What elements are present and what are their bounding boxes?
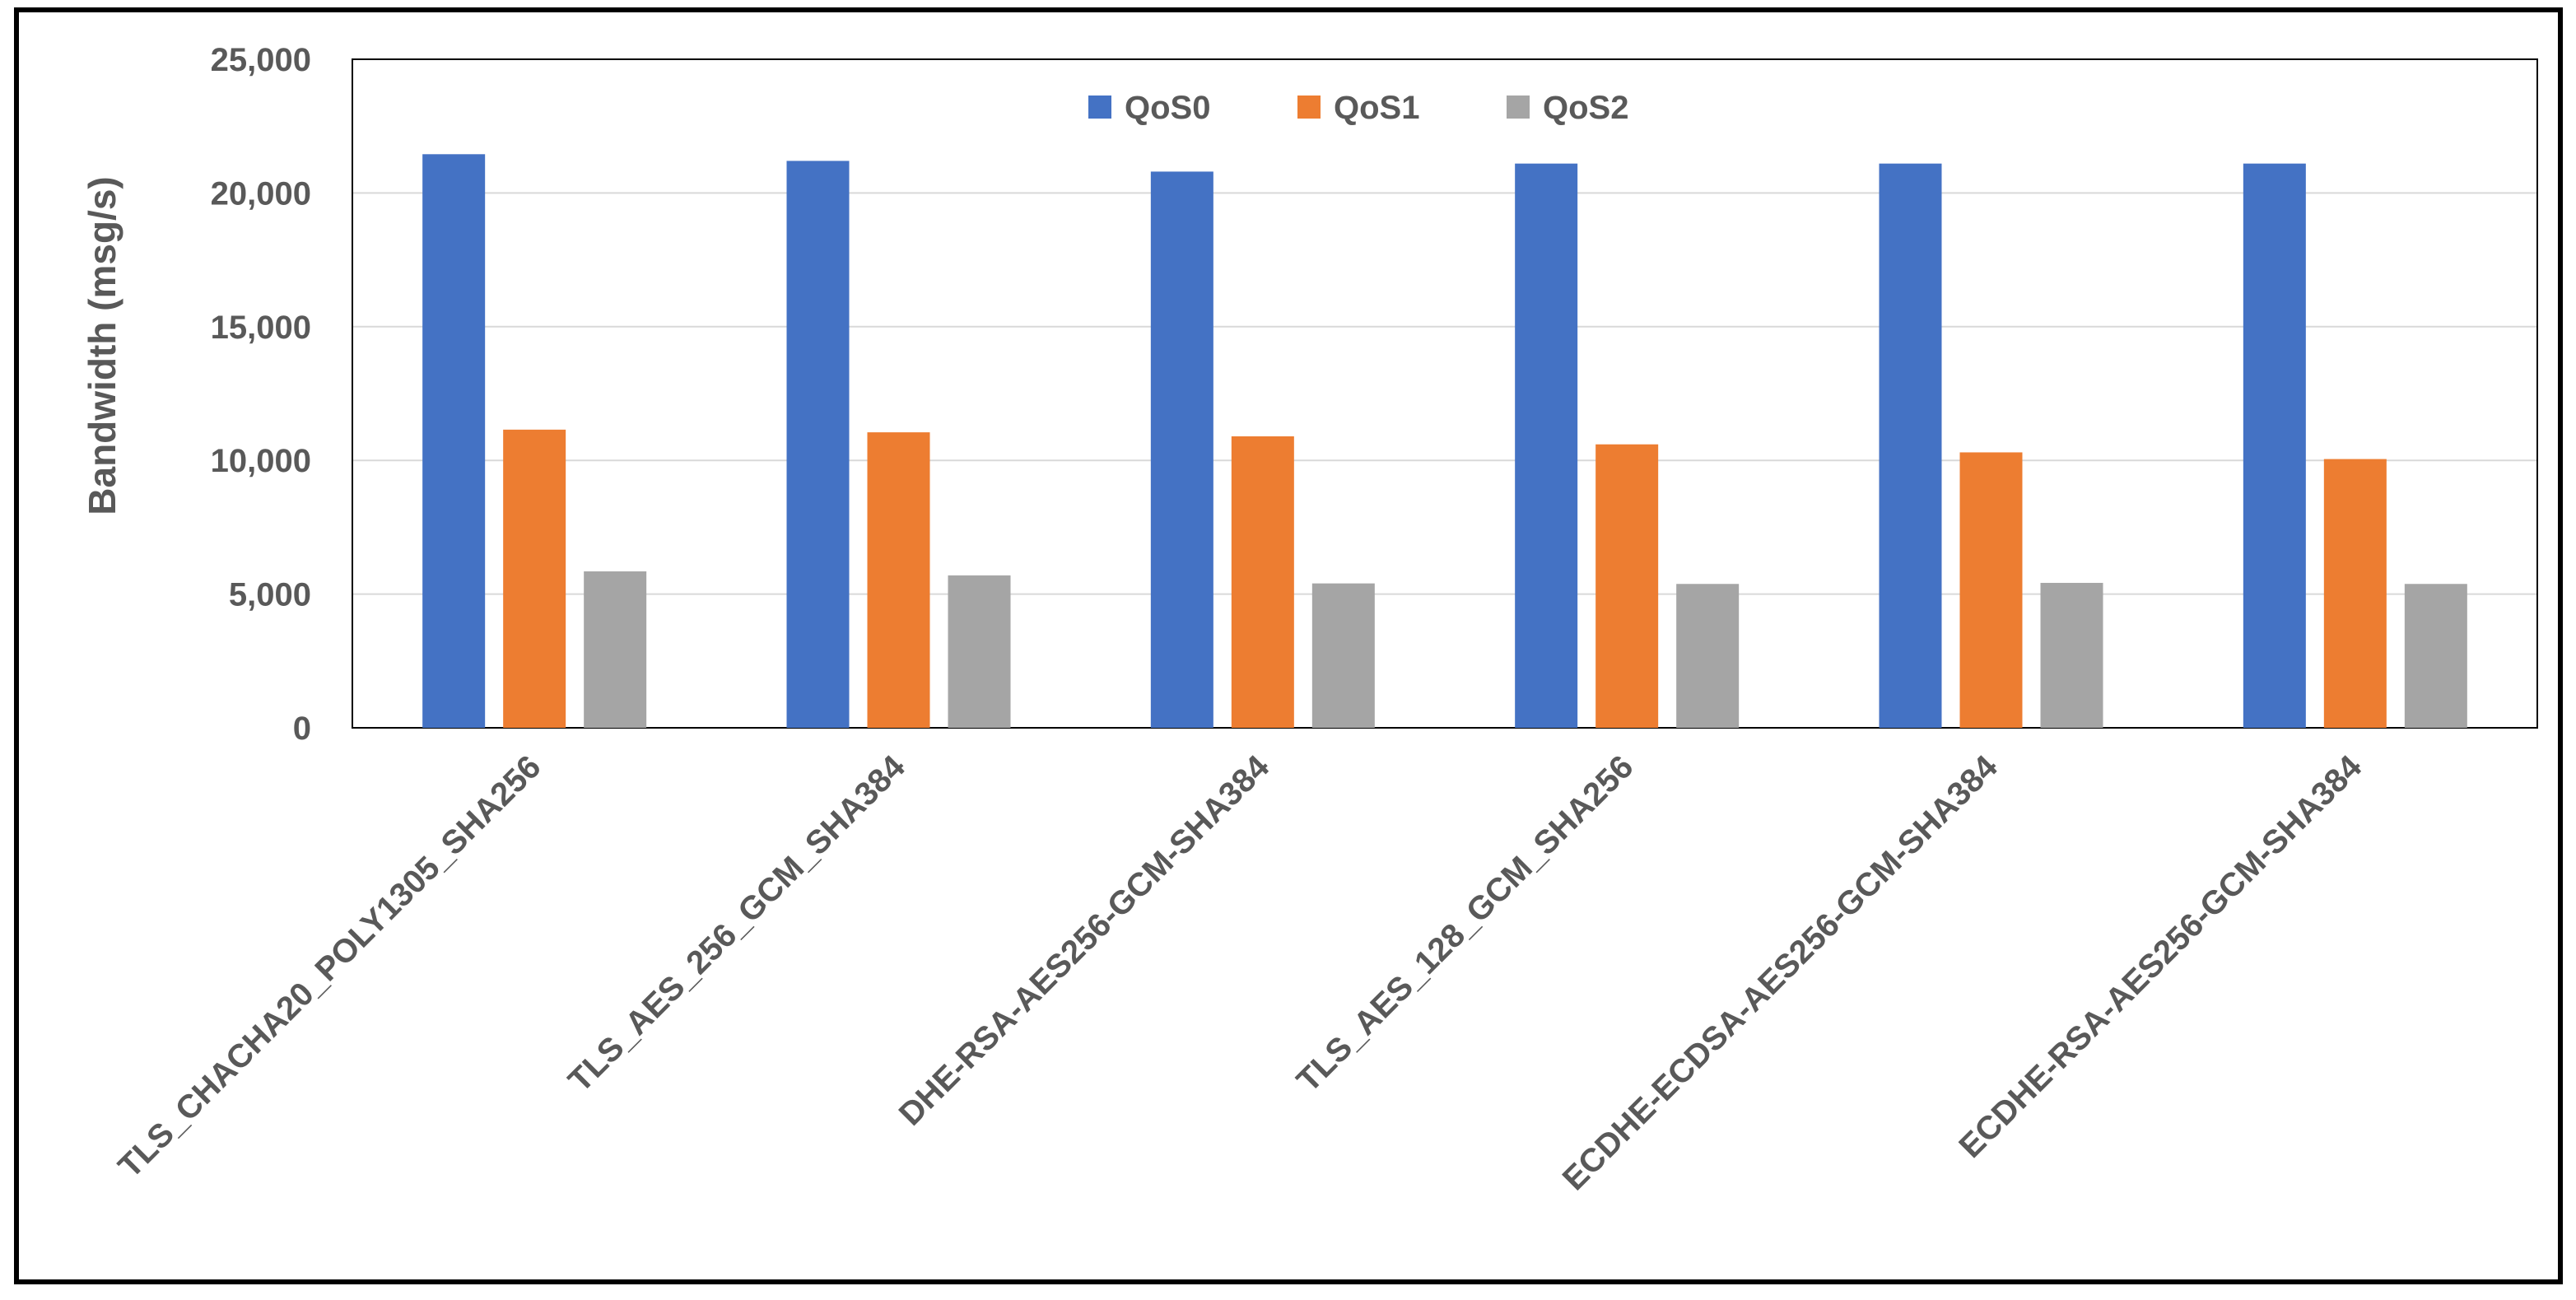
bar-qos0-6 — [2243, 163, 2306, 728]
y-tick-label: 10,000 — [211, 443, 311, 479]
legend-label-qos0: QoS0 — [1125, 90, 1210, 126]
bar-qos2-6 — [2404, 584, 2467, 728]
legend-swatch-qos2 — [1507, 96, 1530, 119]
bar-qos2-2 — [948, 575, 1011, 728]
bar-qos0-5 — [1879, 163, 1942, 728]
bar-qos1-4 — [1595, 444, 1659, 728]
y-tick-label: 20,000 — [211, 175, 311, 212]
y-tick-label: 5,000 — [229, 577, 311, 613]
bar-qos1-1 — [503, 429, 566, 728]
bar-qos0-4 — [1515, 163, 1578, 728]
y-tick-label: 15,000 — [211, 310, 311, 346]
bar-qos1-5 — [1959, 452, 2023, 728]
bar-qos0-2 — [786, 161, 850, 728]
bars — [422, 154, 2467, 728]
plot-area — [352, 58, 2538, 729]
grid-lines — [352, 192, 2537, 595]
bar-qos2-5 — [2040, 582, 2103, 728]
bar-qos2-1 — [584, 571, 647, 728]
bar-qos1-2 — [867, 432, 930, 728]
y-axis-ticks: 0 5,000 10,000 15,000 20,000 25,000 — [211, 42, 311, 747]
y-tick-label: 25,000 — [211, 42, 311, 78]
y-tick-label: 0 — [293, 711, 311, 747]
legend-label-qos1: QoS1 — [1334, 90, 1419, 126]
bar-qos2-3 — [1311, 583, 1375, 728]
bar-qos0-3 — [1150, 171, 1213, 728]
bar-qos1-6 — [2323, 459, 2387, 728]
bar-qos1-3 — [1231, 436, 1294, 728]
legend-swatch-qos0 — [1088, 96, 1111, 119]
legend: QoS0 QoS1 QoS2 — [1088, 90, 1628, 126]
legend-label-qos2: QoS2 — [1543, 90, 1628, 126]
bar-qos0-1 — [422, 154, 486, 728]
legend-swatch-qos1 — [1297, 96, 1321, 119]
y-axis-title: Bandwidth (msg/s) — [81, 176, 123, 515]
bar-qos2-4 — [1676, 584, 1740, 728]
